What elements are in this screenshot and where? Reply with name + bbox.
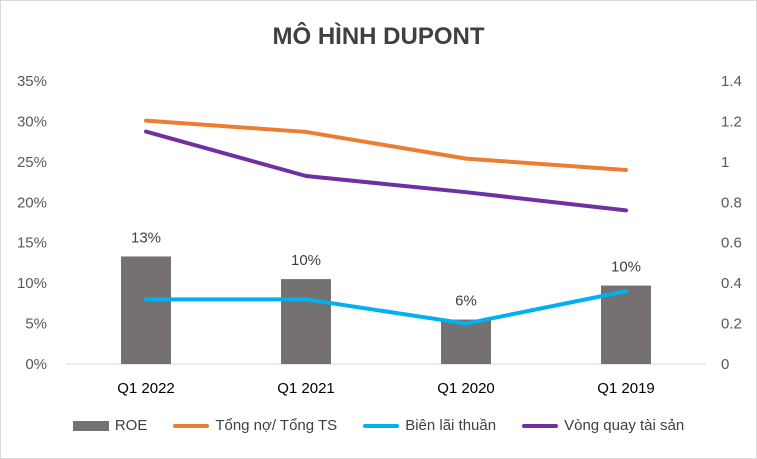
x-tick-label: Q1 2020 [437, 380, 495, 397]
legend-swatch [522, 423, 559, 428]
legend-label: Vòng quay tài sản [564, 417, 685, 434]
bar-roe [601, 285, 651, 364]
chart-title: MÔ HÌNH DUPONT [272, 23, 485, 50]
y-left-tick-label: 5% [25, 316, 47, 333]
legend-label: Tổng nợ/ Tổng TS [215, 417, 338, 434]
y-left-tick-label: 30% [17, 113, 47, 130]
x-tick-label: Q1 2021 [277, 380, 335, 397]
x-tick-label: Q1 2019 [597, 380, 655, 397]
line-bien-lai-thuan [144, 289, 628, 326]
legend-label: ROE [114, 417, 148, 434]
y-right-tick-label: 0.2 [721, 316, 742, 333]
bar-roe [441, 319, 491, 364]
legend-label: Biên lãi thuần [405, 417, 497, 434]
y-left-tick-label: 25% [17, 154, 47, 171]
legend-swatch [72, 420, 109, 431]
legend-swatch [363, 423, 400, 428]
line-tong-no-tong-ts [144, 118, 628, 172]
data-label-roe: 10% [611, 259, 641, 276]
legend-item: Vòng quay tài sản [522, 417, 684, 434]
y-right-tick-label: 0 [721, 356, 729, 373]
legend-swatch [173, 423, 210, 428]
y-right-tick-label: 1.2 [721, 113, 742, 130]
legend-item: Biên lãi thuần [363, 417, 496, 434]
y-right-tick-label: 1 [721, 154, 729, 171]
x-tick-label: Q1 2022 [117, 380, 175, 397]
y-left-tick-label: 35% [17, 73, 47, 90]
line-vong-quay-tai-san [144, 129, 628, 213]
y-left-tick-label: 0% [25, 356, 47, 373]
y-left-tick-label: 15% [17, 235, 47, 252]
y-left-tick-label: 10% [17, 275, 47, 292]
y-right-tick-label: 0.4 [721, 275, 742, 292]
legend-item: ROE [72, 417, 148, 434]
data-label-roe: 13% [131, 229, 161, 246]
dupont-chart: 0% 5% 10% 15% 20% 25% 30% 35% 0 0.2 0.4 0.6 0.8 1 1.2 1… [17, 73, 742, 397]
y-right-tick-label: 1.4 [721, 73, 742, 90]
y-right-tick-label: 0.6 [721, 235, 742, 252]
data-label-roe: 6% [455, 293, 477, 310]
legend-item: Tổng nợ/ Tổng TS [173, 417, 337, 434]
bar-roe [121, 256, 171, 364]
y-right-tick-label: 0.8 [721, 194, 742, 211]
bar-roe [281, 279, 331, 364]
y-left-tick-label: 20% [17, 194, 47, 211]
chart-legend: ROE Tổng nợ/ Tổng TS Biên lãi thuần Vòng qu… [1, 417, 756, 434]
data-label-roe: 10% [291, 252, 321, 269]
